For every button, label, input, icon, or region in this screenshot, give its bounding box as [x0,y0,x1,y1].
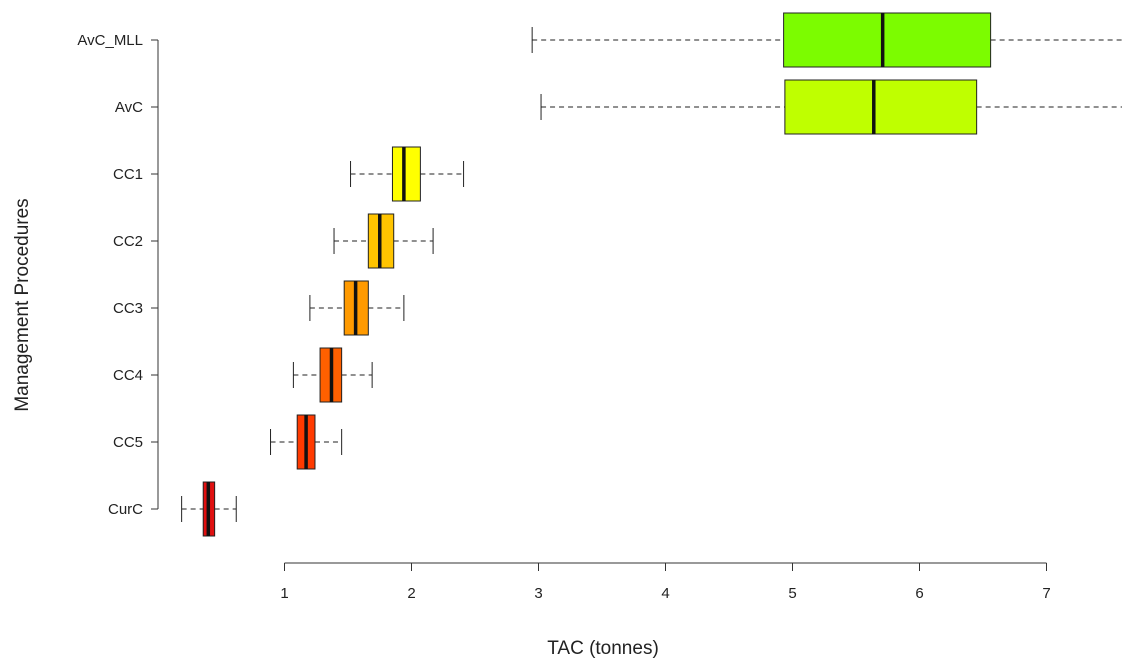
x-tick-label: 4 [661,585,669,602]
x-tick-label: 5 [788,585,796,602]
box-cc5 [270,414,343,470]
boxes-layer [181,12,1122,537]
y-tick-label-cc2: CC2 [113,233,143,250]
y-tick-label-cc3: CC3 [113,300,143,317]
y-tick-label-avc-mll: AvC_MLL [77,32,143,49]
box-cc4 [292,347,373,403]
box-avc [540,79,1122,135]
x-tick-label: 2 [407,585,415,602]
y-tick-label-cc4: CC4 [113,367,143,384]
x-tick-label: 1 [280,585,288,602]
box-cc2 [333,213,434,269]
x-tick-label: 6 [915,585,923,602]
y-tick-label-avc: AvC [115,99,143,116]
box-cc1 [350,146,465,202]
box-avc-mll [531,12,1122,68]
box-cc3 [309,280,405,336]
y-tick-label-cc1: CC1 [113,166,143,183]
box-iqr [391,146,421,202]
y-tick-label-curc: CurC [108,501,143,518]
box-curc [181,481,237,537]
x-axis-title: TAC (tonnes) [547,638,659,658]
x-tick-label: 7 [1042,585,1050,602]
y-axis: AvC_MLL AvC CC1 CC2 CC3 CC4 CC5 CurC [77,32,159,518]
y-tick-label-cc5: CC5 [113,434,143,451]
box-iqr [783,12,992,68]
x-tick-label: 3 [534,585,542,602]
x-axis: 1 2 3 4 5 6 7 [280,562,1051,602]
box-iqr [784,79,978,135]
y-axis-title: Management Procedures [12,198,33,411]
